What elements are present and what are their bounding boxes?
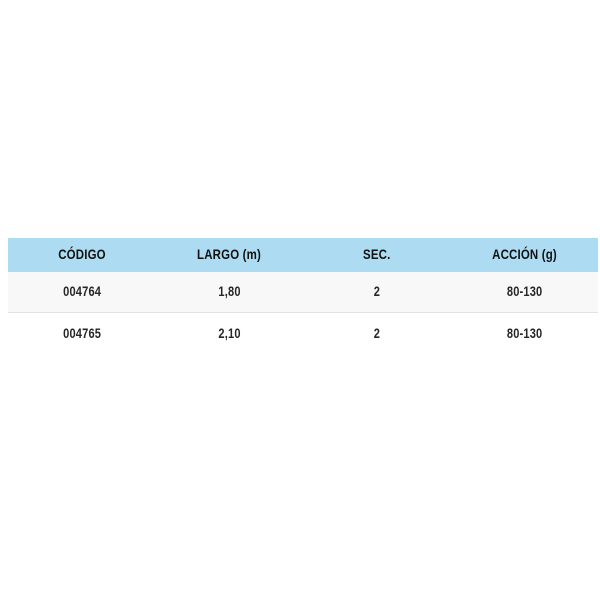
cell-codigo-value: 004765 [62,325,101,341]
column-header-largo: LARGO (m) [156,246,304,264]
cell-sec-value: 2 [373,325,380,341]
cell-codigo-value: 004764 [62,284,101,299]
table-header-row: CÓDIGO LARGO (m) SEC. ACCIÓN (g) [8,238,598,272]
cell-accion: 80-130 [451,283,599,301]
cell-accion: 80-130 [451,325,599,343]
table-row: 004765 2,10 2 80-130 [8,313,598,354]
column-header-accion-label: ACCIÓN (g) [491,246,557,262]
table-row: 004764 1,80 2 80-130 [8,272,598,313]
column-header-sec: SEC. [303,246,451,264]
cell-largo: 1,80 [156,283,304,301]
column-header-accion: ACCIÓN (g) [451,246,599,264]
cell-sec-value: 2 [373,284,380,299]
cell-codigo: 004764 [8,283,156,301]
cell-largo-value: 2,10 [218,325,241,341]
cell-largo: 2,10 [156,325,304,343]
cell-sec: 2 [303,283,451,301]
column-header-codigo: CÓDIGO [8,246,156,264]
cell-accion-value: 80-130 [506,325,542,341]
column-header-sec-label: SEC. [363,246,391,262]
cell-largo-value: 1,80 [218,284,241,299]
cell-accion-value: 80-130 [506,284,542,299]
product-spec-table: CÓDIGO LARGO (m) SEC. ACCIÓN (g) 004764 … [8,238,598,354]
cell-sec: 2 [303,325,451,343]
cell-codigo: 004765 [8,325,156,343]
column-header-largo-label: LARGO (m) [197,246,262,262]
column-header-codigo-label: CÓDIGO [57,246,106,262]
